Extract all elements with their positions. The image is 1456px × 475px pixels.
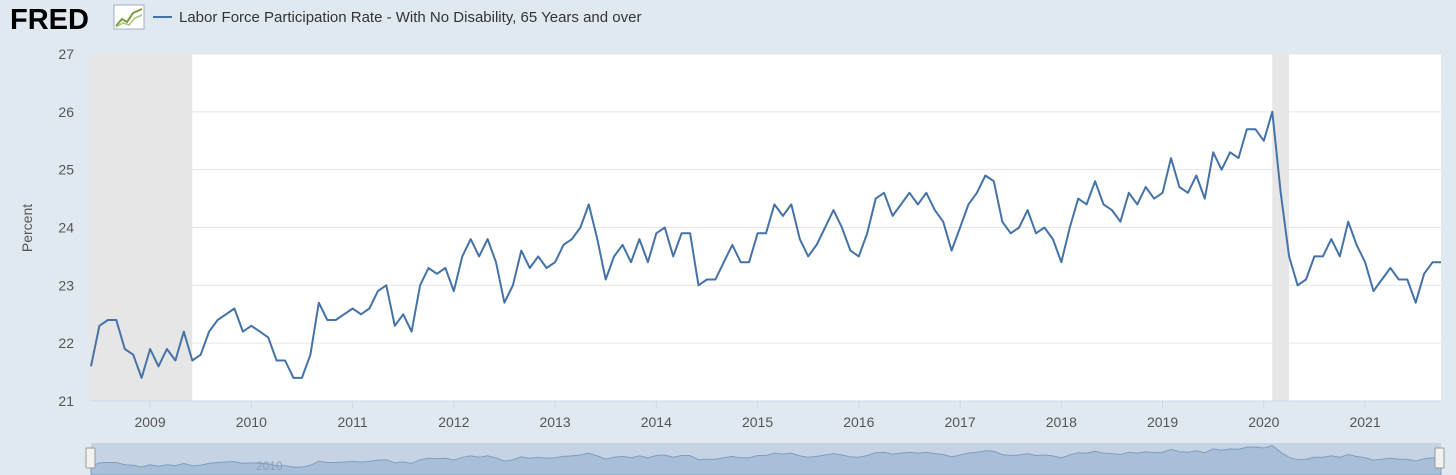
fred-logo-text: FRED bbox=[10, 4, 89, 36]
y-tick-label: 27 bbox=[58, 46, 74, 62]
legend-label: Labor Force Participation Rate - With No… bbox=[179, 9, 641, 26]
navigator-series bbox=[90, 445, 1442, 475]
x-tick-label: 2020 bbox=[1248, 414, 1279, 430]
fred-logo-graph-icon bbox=[113, 4, 145, 30]
x-tick-label: 2012 bbox=[438, 414, 469, 430]
y-axis: 21 22 23 24 25 26 27 bbox=[58, 46, 74, 409]
x-tick-label: 2011 bbox=[338, 414, 368, 430]
navigator[interactable]: 2010 bbox=[85, 443, 1445, 475]
x-tick-label: 2015 bbox=[742, 414, 773, 430]
y-tick-label: 25 bbox=[58, 162, 74, 178]
y-tick-label: 26 bbox=[58, 104, 74, 120]
y-tick-label: 22 bbox=[58, 335, 74, 351]
navigator-left-handle[interactable] bbox=[85, 447, 96, 469]
y-tick-label: 23 bbox=[58, 277, 74, 293]
x-axis: 2009 2010 2011 2012 2013 2014 2015 2016 2017 2018… bbox=[91, 400, 1441, 430]
fred-logo[interactable]: FRED bbox=[10, 4, 145, 36]
y-axis-label: Percent bbox=[19, 204, 35, 252]
x-tick-label: 2013 bbox=[539, 414, 570, 430]
x-tick-label: 2019 bbox=[1147, 414, 1178, 430]
navigator-year-label: 2010 bbox=[256, 459, 283, 473]
x-tick-label: 2009 bbox=[134, 414, 165, 430]
series-line[interactable] bbox=[90, 110, 1441, 379]
navigator-right-handle[interactable] bbox=[1434, 447, 1445, 469]
x-tick-label: 2014 bbox=[641, 414, 672, 430]
x-tick-label: 2018 bbox=[1046, 414, 1077, 430]
y-tick-label: 24 bbox=[58, 220, 74, 236]
x-tick-label: 2021 bbox=[1349, 414, 1380, 430]
x-tick-label: 2010 bbox=[236, 414, 267, 430]
x-tick-label: 2016 bbox=[843, 414, 874, 430]
x-tick-label: 2017 bbox=[944, 414, 975, 430]
y-tick-label: 21 bbox=[58, 393, 74, 409]
legend-item[interactable]: Labor Force Participation Rate - With No… bbox=[153, 9, 641, 26]
